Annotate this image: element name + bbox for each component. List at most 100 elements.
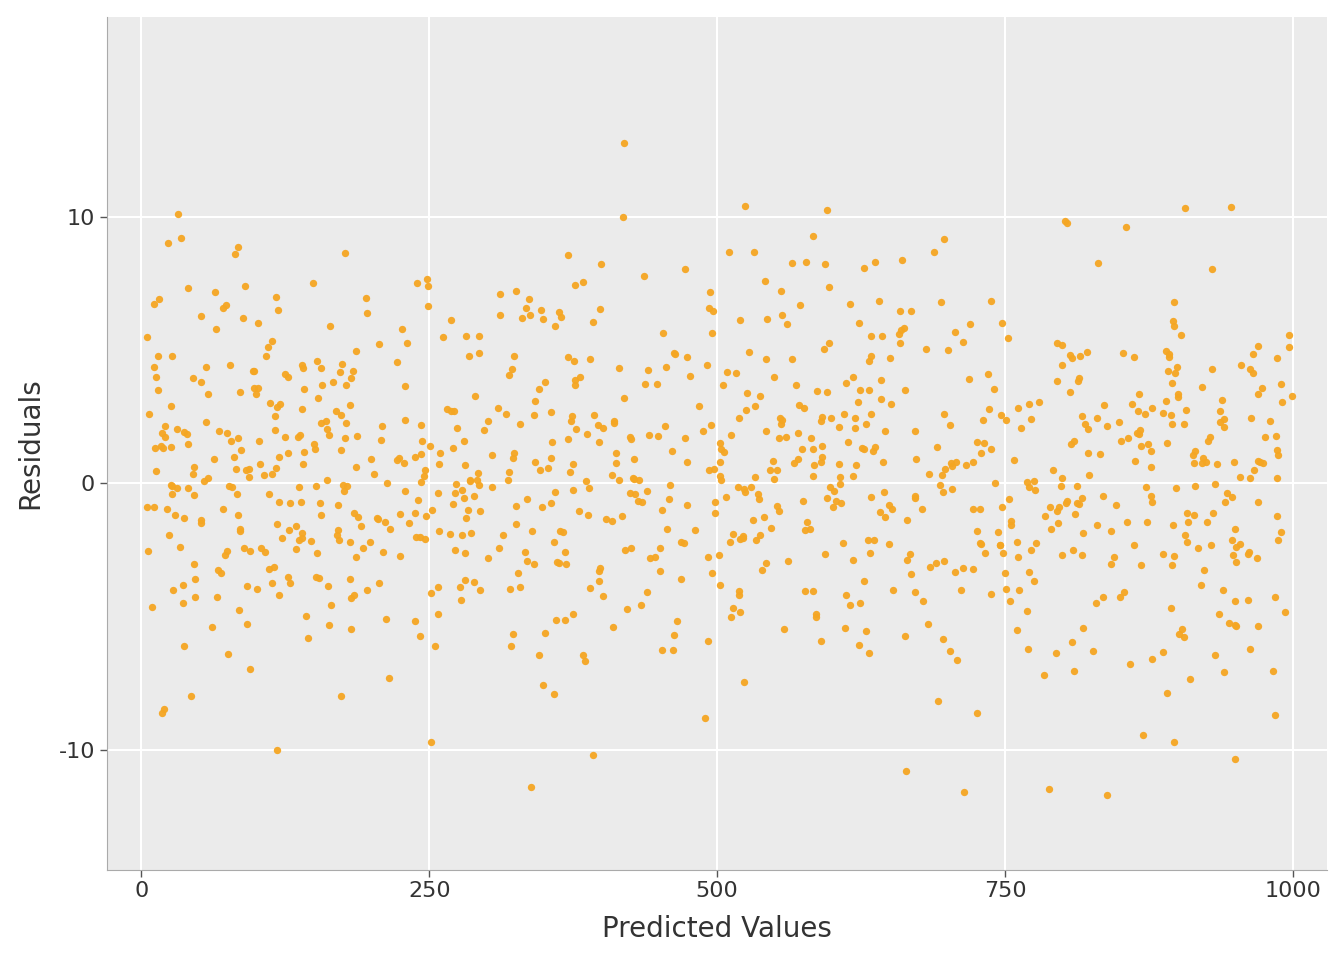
Point (391, 322, 413, 337)
Point (564, 421, 586, 437)
Point (215, 547, 237, 563)
Point (336, 377, 358, 393)
Point (1046, 503, 1067, 518)
Point (292, 456, 313, 471)
Point (1223, 454, 1245, 469)
Point (444, 403, 465, 419)
Point (359, 535, 380, 550)
Point (542, 435, 563, 450)
Point (1087, 255, 1109, 271)
Point (917, 616, 938, 632)
Point (896, 552, 918, 567)
Point (1243, 463, 1265, 478)
Point (1059, 348, 1081, 363)
Point (1117, 430, 1138, 445)
Point (305, 570, 327, 586)
Point (293, 381, 314, 396)
Point (745, 532, 766, 547)
Point (238, 469, 259, 485)
Point (636, 585, 657, 600)
Point (505, 516, 527, 532)
Point (532, 499, 554, 515)
Point (794, 254, 816, 270)
Point (177, 480, 199, 495)
Point (535, 374, 556, 390)
Point (1019, 564, 1040, 580)
Point (1163, 517, 1184, 533)
Point (790, 442, 812, 457)
Point (460, 471, 481, 487)
Point (224, 461, 246, 476)
Point (292, 357, 313, 372)
Point (237, 616, 258, 632)
Point (228, 523, 250, 539)
Point (238, 462, 259, 477)
Point (806, 384, 828, 399)
Point (941, 482, 962, 497)
Point (469, 328, 491, 344)
Point (992, 545, 1013, 561)
Point (732, 481, 754, 496)
Point (155, 430, 176, 445)
Point (487, 400, 508, 416)
Point (296, 608, 317, 623)
Point (770, 283, 792, 299)
Point (280, 495, 301, 511)
Point (556, 247, 578, 262)
Point (1019, 479, 1040, 494)
Point (1055, 495, 1077, 511)
Point (439, 404, 461, 420)
Point (620, 485, 641, 500)
Point (578, 481, 599, 496)
Point (583, 408, 605, 423)
Point (223, 450, 245, 466)
Point (792, 493, 813, 509)
Point (661, 444, 683, 459)
Point (966, 435, 988, 450)
Point (345, 428, 367, 444)
Point (1168, 626, 1189, 641)
Point (167, 420, 188, 436)
Point (292, 360, 313, 375)
Point (1161, 416, 1183, 431)
Point (931, 484, 953, 499)
Point (219, 357, 241, 372)
Point (468, 477, 489, 492)
Point (233, 540, 254, 556)
Point (410, 529, 431, 544)
Point (1042, 462, 1063, 477)
Point (305, 478, 327, 493)
Point (351, 518, 372, 534)
Point (880, 396, 902, 412)
Point (562, 606, 583, 621)
Point (1105, 497, 1126, 513)
Point (1192, 450, 1214, 466)
Point (720, 609, 742, 624)
Point (552, 525, 574, 540)
Point (879, 350, 900, 366)
Point (1093, 589, 1114, 605)
Point (788, 397, 809, 413)
Point (684, 522, 706, 538)
Point (516, 492, 538, 507)
Point (325, 403, 347, 419)
Point (340, 572, 362, 588)
Point (254, 468, 276, 483)
Point (242, 364, 263, 379)
Point (1254, 430, 1275, 445)
Point (749, 389, 770, 404)
Point (891, 252, 913, 268)
Point (1153, 546, 1175, 562)
Point (1063, 542, 1085, 558)
Point (1156, 685, 1177, 701)
Point (1134, 479, 1156, 494)
Point (612, 508, 633, 523)
Point (1132, 728, 1153, 743)
Point (489, 286, 511, 301)
Point (423, 638, 445, 654)
Point (1059, 384, 1081, 399)
Point (261, 334, 282, 349)
Point (741, 480, 762, 495)
Point (335, 416, 356, 431)
Point (1137, 436, 1159, 451)
